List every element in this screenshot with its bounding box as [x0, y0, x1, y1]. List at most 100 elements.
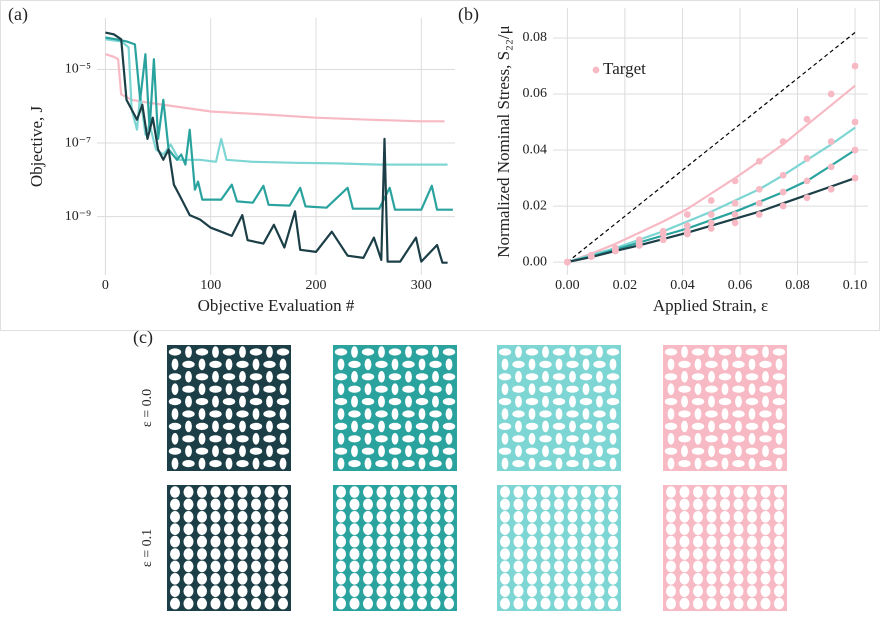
- lattice-hole: [239, 371, 246, 383]
- lattice-hole: [595, 511, 605, 523]
- lattice-hole: [515, 371, 522, 383]
- lattice-hole: [607, 373, 619, 380]
- lattice-hole: [774, 486, 784, 498]
- lattice-hole: [705, 460, 717, 467]
- lattice-hole: [720, 511, 730, 523]
- point: [708, 211, 715, 218]
- lattice-hole: [568, 561, 578, 573]
- lattice-hole: [443, 373, 455, 380]
- lattice-hole: [350, 536, 360, 548]
- lattice-hole: [608, 598, 618, 610]
- lattice-hole: [417, 548, 427, 560]
- lattice-image: [663, 345, 787, 471]
- lattice-hole: [693, 561, 703, 573]
- lattice-hole: [774, 523, 784, 535]
- lattice-hole: [416, 423, 428, 430]
- lattice-hole: [365, 433, 372, 445]
- lattice-hole: [595, 486, 605, 498]
- lattice-hole: [720, 573, 730, 585]
- lattice-hole: [693, 548, 703, 560]
- lattice-hole: [263, 460, 275, 467]
- lattice-hole: [266, 371, 273, 383]
- lattice-hole: [608, 486, 618, 498]
- lattice-hole: [348, 435, 360, 442]
- lattice-hole: [172, 383, 179, 395]
- lattice-hole: [568, 499, 578, 511]
- lattice-hole: [499, 398, 511, 405]
- lattice-hole: [432, 371, 439, 383]
- lattice-hole: [774, 511, 784, 523]
- lattice-hole: [253, 408, 260, 420]
- lattice-hole: [527, 561, 537, 573]
- lattice-hole: [747, 573, 757, 585]
- lattice-hole: [404, 499, 414, 511]
- lattice-hole: [363, 548, 373, 560]
- lattice-hole: [734, 499, 744, 511]
- lattice-hole: [776, 383, 783, 395]
- lattice-hole: [278, 548, 288, 560]
- lattice-hole: [363, 585, 373, 597]
- lattice-hole: [735, 445, 742, 457]
- lattice-hole: [197, 573, 207, 585]
- lattice-hole: [595, 536, 605, 548]
- lattice-hole: [429, 361, 441, 368]
- lattice-hole: [681, 445, 688, 457]
- lattice-hole: [541, 573, 551, 585]
- lattice-hole: [431, 499, 441, 511]
- lattice-hole: [581, 585, 591, 597]
- y-tick-label: 10⁻⁵: [65, 62, 91, 77]
- lattice-hole: [209, 410, 221, 417]
- lattice-hole: [608, 573, 618, 585]
- lattice-hole: [665, 348, 677, 355]
- point: [852, 63, 859, 70]
- lattice-hole: [172, 458, 179, 470]
- point: [756, 186, 763, 193]
- lattice-hole: [429, 386, 441, 393]
- lattice-hole: [212, 421, 219, 433]
- lattice-hole: [774, 561, 784, 573]
- lattice-hole: [502, 458, 509, 470]
- lattice-hole: [773, 398, 785, 405]
- lattice-hole: [542, 346, 549, 358]
- lattice-hole: [539, 410, 551, 417]
- lattice-hole: [541, 548, 551, 560]
- lattice-hole: [541, 536, 551, 548]
- lattice-hole: [526, 348, 538, 355]
- lattice-hole: [556, 408, 563, 420]
- lattice-hole: [338, 359, 345, 371]
- lattice-hole: [224, 536, 234, 548]
- lattice-hole: [419, 408, 426, 420]
- lattice-hole: [539, 361, 551, 368]
- lattice-hole: [251, 585, 261, 597]
- lattice-image: [333, 345, 457, 471]
- lattice-hole: [527, 536, 537, 548]
- lattice-hole: [351, 346, 358, 358]
- lattice-hole: [446, 433, 453, 445]
- lattice-hole: [581, 598, 591, 610]
- lattice-hole: [596, 445, 603, 457]
- line: [105, 38, 453, 210]
- lattice-hole: [170, 585, 180, 597]
- lattice-hole: [680, 585, 690, 597]
- lattice-hole: [377, 499, 387, 511]
- lattice-hole: [746, 448, 758, 455]
- lattice-hole: [431, 523, 441, 535]
- lattice-hole: [527, 523, 537, 535]
- lattice-hole: [747, 523, 757, 535]
- lattice-hole: [209, 361, 221, 368]
- point: [660, 236, 667, 243]
- lattice-hole: [351, 396, 358, 408]
- lattice-hole: [608, 536, 618, 548]
- point: [756, 158, 763, 165]
- lattice-hole: [666, 511, 676, 523]
- lattice-hole: [196, 373, 208, 380]
- lattice-hole: [568, 573, 578, 585]
- lattice-hole: [759, 460, 771, 467]
- lattice-hole: [553, 423, 565, 430]
- lattice-hole: [732, 386, 744, 393]
- lattice-hole: [705, 386, 717, 393]
- lattice-hole: [707, 536, 717, 548]
- lattice-hole: [595, 585, 605, 597]
- lattice-hole: [211, 536, 221, 548]
- lattice-hole: [542, 421, 549, 433]
